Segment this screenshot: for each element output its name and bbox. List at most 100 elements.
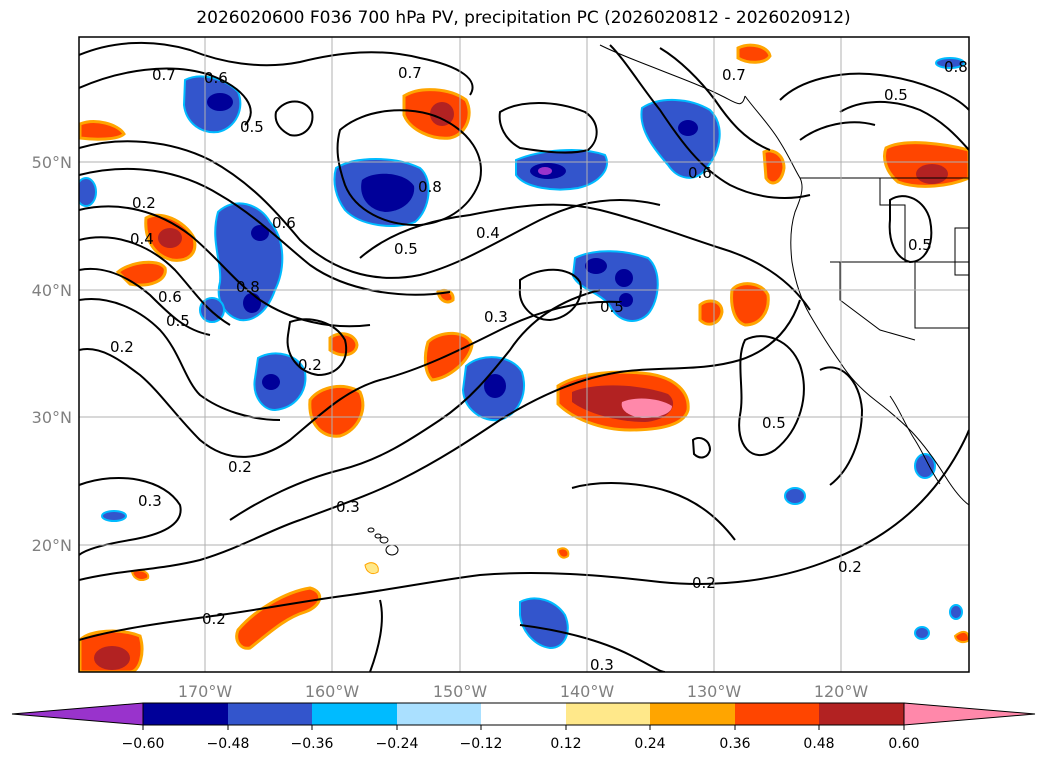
negative-anomaly-blob (79, 57, 965, 640)
contour-label: 0.5 (884, 86, 908, 104)
colorbar-tick-label: −0.36 (291, 736, 334, 752)
pv-contour-line (79, 267, 211, 336)
pv-contour-line (888, 195, 933, 264)
pv-contour-line (691, 437, 712, 459)
colorbar-segment (228, 703, 312, 725)
pv-contour-line (79, 236, 231, 326)
negative-anomaly-blob (519, 597, 569, 650)
contour-label: 0.5 (908, 236, 932, 254)
contour-label: 0.8 (418, 178, 442, 196)
colorbar-tick-label: −0.12 (460, 736, 503, 752)
lat-label: 50°N (32, 153, 72, 172)
pv-contour-line (819, 366, 864, 486)
contour-label: 0.6 (204, 69, 228, 87)
negative-anomaly-blob (253, 352, 307, 412)
colorbar-segment (735, 703, 819, 725)
pv-contour-line (79, 298, 281, 421)
state-border (954, 227, 969, 276)
lon-label: 120°W (814, 682, 869, 701)
contour-label: 0.4 (130, 230, 154, 248)
contour-label: 0.3 (336, 498, 360, 516)
contour-label: 0.5 (600, 298, 624, 316)
pv-contour-line (799, 121, 876, 141)
pv-contour-line (79, 429, 969, 641)
colorbar: −0.60 −0.48 −0.36 −0.24 −0.12 0.12 0.24 … (11, 702, 1036, 752)
lon-label: 160°W (305, 682, 360, 701)
colorbar-extend-low (11, 702, 144, 726)
colorbar-extend-high (903, 702, 1036, 726)
colorbar-segment (312, 703, 397, 725)
colorbar-tick-label: 0.24 (634, 736, 665, 752)
colorbar-tick-label: 0.48 (803, 736, 834, 752)
contour-label: 0.6 (272, 214, 296, 232)
negative-anomaly-blob (214, 202, 284, 322)
pv-contour-line (659, 47, 771, 151)
lon-label: 170°W (178, 682, 233, 701)
contour-label: 0.7 (398, 64, 422, 82)
lat-label: 30°N (32, 408, 72, 427)
coastlines (599, 44, 969, 506)
colorbar-segment (143, 703, 228, 725)
colorbar-segment (481, 703, 566, 725)
contour-label: 0.2 (202, 610, 226, 628)
contour-label: 0.3 (590, 656, 614, 674)
pv-contour-line (229, 289, 601, 521)
precipitation-field (79, 43, 969, 672)
contour-label: 0.6 (158, 288, 182, 306)
negative-anomaly-blob (571, 250, 659, 322)
north-america-coastline (744, 95, 969, 506)
pv-contour-line (571, 482, 736, 541)
map-frame (78, 36, 970, 673)
lon-label: 150°W (433, 682, 488, 701)
negative-anomaly-blob (515, 148, 608, 191)
contour-label: 0.4 (476, 224, 500, 242)
positive-anomaly-blob (883, 141, 969, 188)
state-border (879, 178, 906, 262)
contour-label: 0.7 (722, 66, 746, 84)
pv-contour-line (79, 300, 621, 458)
latitude-labels: 50°N 40°N 30°N 20°N (32, 153, 72, 555)
colorbar-tick-label: −0.60 (122, 736, 165, 752)
contour-label: 0.2 (110, 338, 134, 356)
contour-label: 0.5 (240, 118, 264, 136)
contour-label: 0.2 (298, 356, 322, 374)
pv-contour-line (518, 268, 582, 322)
pv-contour-line (519, 624, 666, 672)
colorbar-tick-label: 0.36 (719, 736, 750, 752)
contour-label: 0.5 (166, 312, 190, 330)
contour-label: 0.2 (132, 194, 156, 212)
pv-contour-line (336, 109, 482, 227)
pv-contour-line (839, 101, 969, 151)
lat-label: 40°N (32, 281, 72, 300)
pv-contour-line (79, 67, 252, 126)
contour-label: 0.7 (152, 66, 176, 84)
colorbar-segment (566, 703, 650, 725)
pv-contour-line (738, 335, 805, 456)
contour-label: 0.2 (692, 574, 716, 592)
pv-contour-line (369, 599, 383, 672)
pv-contour-line (498, 102, 598, 154)
map-area (79, 37, 969, 672)
colorbar-segment (819, 703, 904, 725)
pv-contour-line (79, 41, 474, 96)
lat-label: 20°N (32, 536, 72, 555)
contour-label: 0.8 (236, 278, 260, 296)
lon-label: 130°W (687, 682, 742, 701)
pv-contour-line (79, 205, 371, 328)
state-border (839, 262, 916, 341)
negative-anomaly-blob (461, 356, 525, 422)
contour-label: 0.8 (944, 58, 968, 76)
positive-anomaly-blob (115, 213, 197, 287)
contour-label: 0.3 (138, 492, 162, 510)
contour-label: 0.5 (762, 414, 786, 432)
alaska-coastline (599, 44, 746, 105)
colorbar-tick-label: 0.12 (550, 736, 581, 752)
pv-contours (79, 41, 969, 672)
negative-anomaly-blob (333, 158, 430, 227)
colorbar-segment (650, 703, 735, 725)
lon-label: 140°W (560, 682, 615, 701)
contour-label: 0.6 (688, 164, 712, 182)
contour-labels: 0.7 0.6 0.5 0.7 0.8 0.7 0.6 0.5 0.8 0.5 … (110, 58, 968, 674)
colorbar-tick-label: −0.48 (207, 736, 250, 752)
